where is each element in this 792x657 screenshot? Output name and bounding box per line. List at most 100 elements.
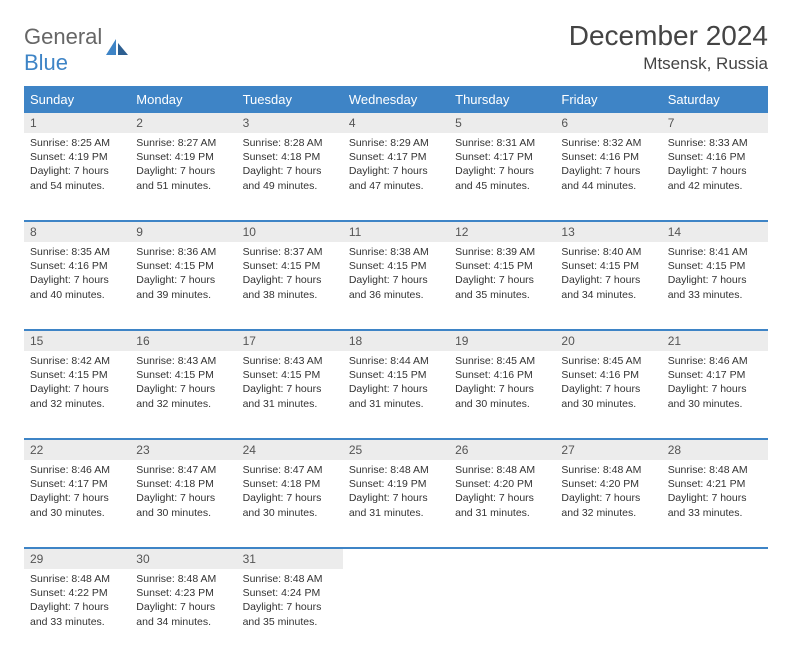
sunset-text: Sunset: 4:21 PM bbox=[668, 477, 762, 491]
day-header: Sunday bbox=[24, 87, 130, 112]
daylight-text: Daylight: 7 hours and 30 minutes. bbox=[668, 382, 762, 410]
day-content-cell: Sunrise: 8:38 AMSunset: 4:15 PMDaylight:… bbox=[343, 242, 449, 330]
day-details: Sunrise: 8:27 AMSunset: 4:19 PMDaylight:… bbox=[130, 133, 236, 199]
week-daynum-row: 15161718192021 bbox=[24, 330, 768, 351]
logo-word-blue: Blue bbox=[24, 50, 68, 75]
day-number-cell: 22 bbox=[24, 439, 130, 460]
day-details: Sunrise: 8:45 AMSunset: 4:16 PMDaylight:… bbox=[449, 351, 555, 417]
day-details: Sunrise: 8:36 AMSunset: 4:15 PMDaylight:… bbox=[130, 242, 236, 308]
sunset-text: Sunset: 4:15 PM bbox=[136, 259, 230, 273]
daylight-text: Daylight: 7 hours and 30 minutes. bbox=[136, 491, 230, 519]
sunrise-text: Sunrise: 8:46 AM bbox=[668, 354, 762, 368]
day-content-cell bbox=[449, 569, 555, 657]
sunset-text: Sunset: 4:15 PM bbox=[136, 368, 230, 382]
day-number-cell: 14 bbox=[662, 221, 768, 242]
sunset-text: Sunset: 4:23 PM bbox=[136, 586, 230, 600]
day-content-cell: Sunrise: 8:43 AMSunset: 4:15 PMDaylight:… bbox=[130, 351, 236, 439]
sunrise-text: Sunrise: 8:45 AM bbox=[561, 354, 655, 368]
sunrise-text: Sunrise: 8:47 AM bbox=[243, 463, 337, 477]
daylight-text: Daylight: 7 hours and 35 minutes. bbox=[243, 600, 337, 628]
daylight-text: Daylight: 7 hours and 30 minutes. bbox=[30, 491, 124, 519]
daylight-text: Daylight: 7 hours and 42 minutes. bbox=[668, 164, 762, 192]
sunset-text: Sunset: 4:17 PM bbox=[349, 150, 443, 164]
day-details: Sunrise: 8:45 AMSunset: 4:16 PMDaylight:… bbox=[555, 351, 661, 417]
week-content-row: Sunrise: 8:35 AMSunset: 4:16 PMDaylight:… bbox=[24, 242, 768, 330]
daylight-text: Daylight: 7 hours and 40 minutes. bbox=[30, 273, 124, 301]
day-content-cell: Sunrise: 8:43 AMSunset: 4:15 PMDaylight:… bbox=[237, 351, 343, 439]
sunrise-text: Sunrise: 8:48 AM bbox=[136, 572, 230, 586]
day-details: Sunrise: 8:39 AMSunset: 4:15 PMDaylight:… bbox=[449, 242, 555, 308]
day-number-cell: 6 bbox=[555, 112, 661, 133]
day-content-cell: Sunrise: 8:48 AMSunset: 4:21 PMDaylight:… bbox=[662, 460, 768, 548]
day-details: Sunrise: 8:46 AMSunset: 4:17 PMDaylight:… bbox=[24, 460, 130, 526]
day-details: Sunrise: 8:42 AMSunset: 4:15 PMDaylight:… bbox=[24, 351, 130, 417]
sunrise-text: Sunrise: 8:29 AM bbox=[349, 136, 443, 150]
daylight-text: Daylight: 7 hours and 32 minutes. bbox=[136, 382, 230, 410]
sunset-text: Sunset: 4:16 PM bbox=[30, 259, 124, 273]
daylight-text: Daylight: 7 hours and 39 minutes. bbox=[136, 273, 230, 301]
daylight-text: Daylight: 7 hours and 33 minutes. bbox=[668, 491, 762, 519]
day-number-cell: 10 bbox=[237, 221, 343, 242]
day-content-cell: Sunrise: 8:47 AMSunset: 4:18 PMDaylight:… bbox=[130, 460, 236, 548]
day-content-cell: Sunrise: 8:48 AMSunset: 4:23 PMDaylight:… bbox=[130, 569, 236, 657]
day-content-cell: Sunrise: 8:29 AMSunset: 4:17 PMDaylight:… bbox=[343, 133, 449, 221]
sunrise-text: Sunrise: 8:46 AM bbox=[30, 463, 124, 477]
sunset-text: Sunset: 4:15 PM bbox=[349, 259, 443, 273]
daylight-text: Daylight: 7 hours and 31 minutes. bbox=[243, 382, 337, 410]
day-content-cell bbox=[662, 569, 768, 657]
day-content-cell: Sunrise: 8:47 AMSunset: 4:18 PMDaylight:… bbox=[237, 460, 343, 548]
day-header: Thursday bbox=[449, 87, 555, 112]
sunset-text: Sunset: 4:16 PM bbox=[561, 150, 655, 164]
day-number-cell: 9 bbox=[130, 221, 236, 242]
day-details: Sunrise: 8:48 AMSunset: 4:20 PMDaylight:… bbox=[449, 460, 555, 526]
daylight-text: Daylight: 7 hours and 45 minutes. bbox=[455, 164, 549, 192]
day-content-cell bbox=[343, 569, 449, 657]
day-details: Sunrise: 8:47 AMSunset: 4:18 PMDaylight:… bbox=[130, 460, 236, 526]
week-daynum-row: 1234567 bbox=[24, 112, 768, 133]
sunset-text: Sunset: 4:15 PM bbox=[243, 368, 337, 382]
sunrise-text: Sunrise: 8:39 AM bbox=[455, 245, 549, 259]
day-content-cell: Sunrise: 8:35 AMSunset: 4:16 PMDaylight:… bbox=[24, 242, 130, 330]
sunset-text: Sunset: 4:19 PM bbox=[349, 477, 443, 491]
sunset-text: Sunset: 4:22 PM bbox=[30, 586, 124, 600]
sunrise-text: Sunrise: 8:37 AM bbox=[243, 245, 337, 259]
sunrise-text: Sunrise: 8:43 AM bbox=[136, 354, 230, 368]
sunrise-text: Sunrise: 8:45 AM bbox=[455, 354, 549, 368]
day-number-cell: 4 bbox=[343, 112, 449, 133]
day-number-cell: 8 bbox=[24, 221, 130, 242]
day-details: Sunrise: 8:46 AMSunset: 4:17 PMDaylight:… bbox=[662, 351, 768, 417]
day-number-cell bbox=[662, 548, 768, 569]
day-content-cell: Sunrise: 8:48 AMSunset: 4:19 PMDaylight:… bbox=[343, 460, 449, 548]
day-number-cell: 11 bbox=[343, 221, 449, 242]
week-daynum-row: 293031 bbox=[24, 548, 768, 569]
day-number-cell: 13 bbox=[555, 221, 661, 242]
day-details: Sunrise: 8:38 AMSunset: 4:15 PMDaylight:… bbox=[343, 242, 449, 308]
week-content-row: Sunrise: 8:46 AMSunset: 4:17 PMDaylight:… bbox=[24, 460, 768, 548]
day-number-cell: 29 bbox=[24, 548, 130, 569]
day-number-cell: 30 bbox=[130, 548, 236, 569]
sunrise-text: Sunrise: 8:47 AM bbox=[136, 463, 230, 477]
sunrise-text: Sunrise: 8:40 AM bbox=[561, 245, 655, 259]
week-content-row: Sunrise: 8:42 AMSunset: 4:15 PMDaylight:… bbox=[24, 351, 768, 439]
sunset-text: Sunset: 4:15 PM bbox=[668, 259, 762, 273]
day-details: Sunrise: 8:35 AMSunset: 4:16 PMDaylight:… bbox=[24, 242, 130, 308]
sunrise-text: Sunrise: 8:33 AM bbox=[668, 136, 762, 150]
day-header: Wednesday bbox=[343, 87, 449, 112]
day-content-cell: Sunrise: 8:45 AMSunset: 4:16 PMDaylight:… bbox=[449, 351, 555, 439]
day-number-cell: 28 bbox=[662, 439, 768, 460]
sunrise-text: Sunrise: 8:44 AM bbox=[349, 354, 443, 368]
day-header: Friday bbox=[555, 87, 661, 112]
sunset-text: Sunset: 4:15 PM bbox=[30, 368, 124, 382]
sunset-text: Sunset: 4:17 PM bbox=[30, 477, 124, 491]
day-content-cell: Sunrise: 8:48 AMSunset: 4:22 PMDaylight:… bbox=[24, 569, 130, 657]
day-number-cell: 2 bbox=[130, 112, 236, 133]
daylight-text: Daylight: 7 hours and 33 minutes. bbox=[30, 600, 124, 628]
sunrise-text: Sunrise: 8:48 AM bbox=[561, 463, 655, 477]
day-number-cell: 31 bbox=[237, 548, 343, 569]
logo-text: General Blue bbox=[24, 24, 102, 76]
day-details: Sunrise: 8:48 AMSunset: 4:20 PMDaylight:… bbox=[555, 460, 661, 526]
sunset-text: Sunset: 4:18 PM bbox=[136, 477, 230, 491]
day-content-cell: Sunrise: 8:48 AMSunset: 4:20 PMDaylight:… bbox=[555, 460, 661, 548]
daylight-text: Daylight: 7 hours and 34 minutes. bbox=[561, 273, 655, 301]
day-details: Sunrise: 8:31 AMSunset: 4:17 PMDaylight:… bbox=[449, 133, 555, 199]
